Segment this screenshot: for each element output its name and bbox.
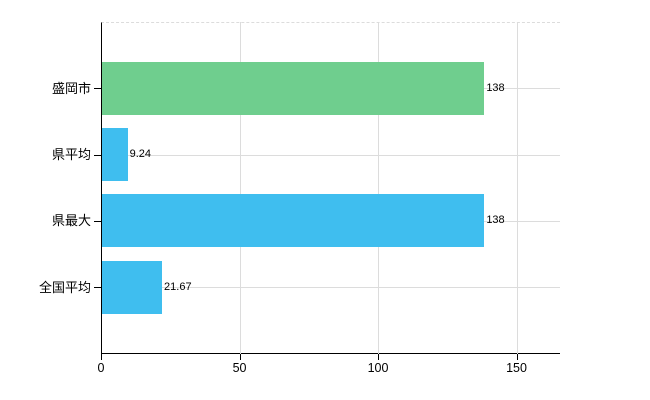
bar-value-label: 21.67: [164, 280, 192, 293]
gridline-vertical: [378, 22, 380, 354]
bar-2: [102, 128, 128, 182]
y-axis-tick: [94, 220, 101, 222]
y-axis-tick: [94, 88, 101, 90]
plot-area: [101, 22, 560, 354]
category-label: 全国平均: [38, 279, 91, 295]
y-axis-tick: [94, 154, 101, 156]
gridline-horizontal: [102, 154, 560, 156]
gridline-vertical: [516, 22, 518, 354]
bar-1: [102, 61, 485, 115]
bar-value-label: 138: [486, 81, 505, 94]
x-axis-tick-label: 50: [232, 360, 247, 375]
gridline-vertical: [239, 22, 241, 354]
x-axis-tick: [101, 353, 102, 360]
y-axis-tick: [94, 287, 101, 289]
category-label: 県最大: [51, 213, 91, 229]
x-axis-tick-label: 150: [506, 360, 527, 375]
x-axis-tick: [239, 353, 241, 360]
bar-value-label: 9.24: [129, 148, 152, 161]
x-axis-tick: [516, 353, 518, 360]
gridline-horizontal: [102, 287, 560, 289]
bar-4: [102, 260, 163, 314]
x-axis-tick-label: 100: [367, 360, 389, 375]
category-label: 県平均: [51, 147, 91, 163]
x-axis-tick-label: 0: [97, 360, 105, 375]
x-axis-tick: [378, 353, 380, 360]
bar-value-label: 138: [486, 214, 505, 227]
bar-3: [102, 194, 485, 248]
category-label: 盛岡市: [51, 80, 91, 96]
